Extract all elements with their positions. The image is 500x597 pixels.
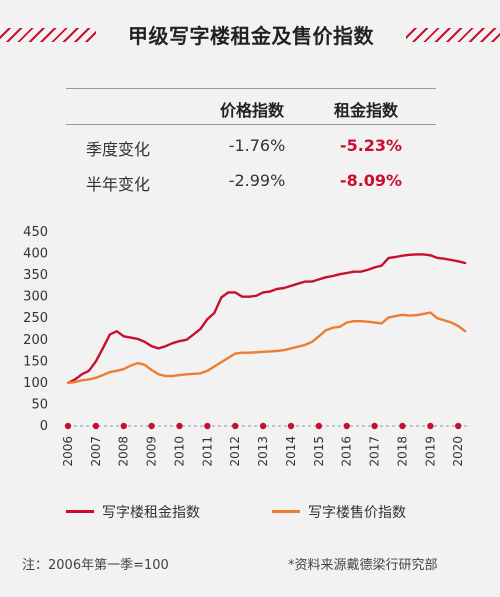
legend-label-price: 写字楼售价指数 [308, 505, 406, 521]
x-tick-label: 2008 [117, 436, 131, 467]
halfyear-rent-change: -8.09% [339, 171, 403, 190]
x-tick-dot [64, 422, 72, 430]
table-header-price: 价格指数 [220, 101, 285, 120]
x-tick-label: 2018 [395, 436, 409, 467]
y-tick-label: 450 [23, 225, 48, 240]
x-tick-dot [427, 422, 434, 430]
x-tick-label: 2010 [172, 436, 186, 467]
x-tick-dot [343, 422, 350, 430]
x-tick-label: 2014 [284, 436, 298, 467]
legend-swatch-rent [66, 510, 94, 513]
footnote-source: *资料来源戴德梁行研究部 [288, 558, 438, 573]
x-tick-dot [287, 422, 295, 430]
x-tick-label: 2017 [368, 436, 382, 467]
y-tick-label: 350 [23, 268, 48, 283]
y-tick-label: 50 [31, 397, 48, 412]
table-header-rule [66, 124, 436, 125]
y-tick-label: 250 [23, 311, 48, 326]
series-line-price-index [66, 311, 467, 385]
x-tick-dot [259, 422, 267, 430]
decorative-hatch-right [406, 28, 500, 42]
y-tick-label: 400 [23, 247, 48, 262]
x-tick-label: 2015 [312, 436, 326, 467]
x-tick-label: 2011 [200, 436, 214, 467]
decorative-hatch-left [0, 28, 96, 42]
y-tick-label: 150 [23, 354, 48, 369]
quarter-price-change: -1.76% [228, 136, 286, 155]
x-tick-label: 2020 [451, 436, 465, 467]
chart-header: 甲级写字楼租金及售价指数 [0, 14, 500, 54]
legend-label-rent: 写字楼租金指数 [102, 505, 200, 521]
series-line-rent-index [66, 253, 467, 385]
x-tick-label: 2012 [228, 436, 242, 467]
x-tick-label: 2016 [340, 436, 354, 467]
y-tick-label: 200 [23, 333, 48, 348]
x-tick-dot [232, 422, 239, 430]
x-tick-label: 2009 [145, 436, 159, 467]
x-tick-dot [455, 422, 462, 430]
x-tick-dot [315, 422, 323, 430]
x-tick-label: 2007 [89, 436, 103, 467]
x-tick-label: 2006 [61, 436, 75, 467]
x-tick-dot [204, 422, 211, 430]
x-tick-label: 2019 [423, 436, 437, 467]
y-tick-label: 300 [23, 290, 48, 305]
x-tick-dot [176, 422, 183, 430]
chart-title: 甲级写字楼租金及售价指数 [128, 24, 374, 48]
x-tick-label: 2013 [256, 436, 270, 467]
y-tick-label: 100 [23, 376, 48, 391]
row-label-quarter: 季度变化 [86, 140, 151, 159]
footnote-base: 注：2006年第一季=100 [22, 558, 169, 573]
x-tick-dot [92, 422, 100, 430]
y-tick-label: 0 [40, 419, 48, 434]
legend-swatch-price [272, 510, 300, 513]
x-tick-dot [120, 422, 127, 430]
row-label-halfyear: 半年变化 [86, 175, 151, 194]
table-header-rent: 租金指数 [334, 101, 399, 120]
quarter-rent-change: -5.23% [339, 136, 403, 155]
halfyear-price-change: -2.99% [228, 171, 286, 190]
x-tick-dot [148, 422, 155, 430]
x-tick-dot [371, 422, 378, 430]
x-tick-dot [399, 422, 406, 430]
table-top-rule [66, 88, 436, 89]
